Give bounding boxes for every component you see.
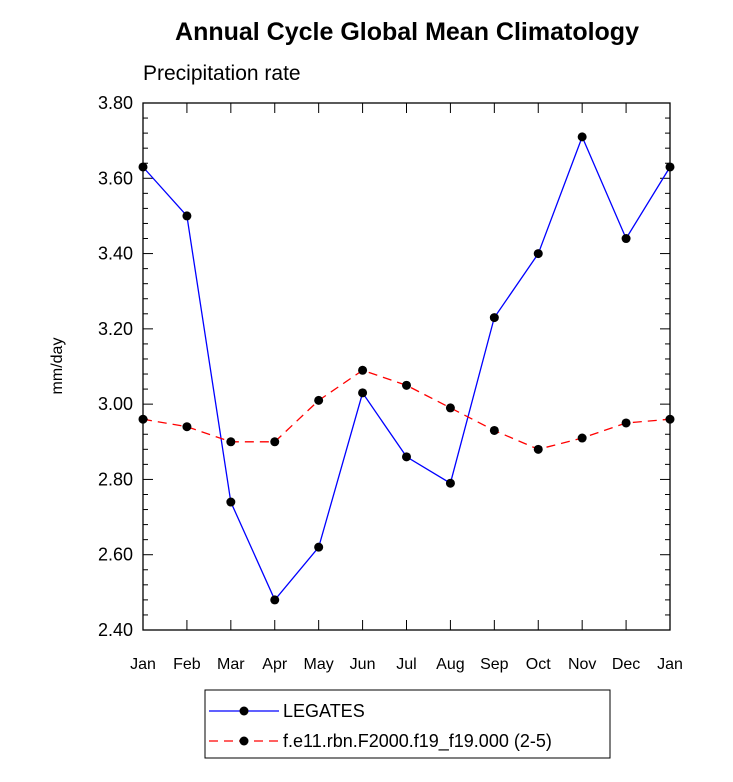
series-1-point <box>577 132 587 142</box>
legend-label-2: f.e11.rbn.F2000.f19_f19.000 (2-5) <box>283 731 552 752</box>
series-1-point <box>138 162 148 172</box>
series-1-point <box>402 452 411 462</box>
series-2-point <box>489 425 499 435</box>
series-1-point <box>533 249 543 259</box>
series-2-point <box>533 444 543 454</box>
legend-entry-1: LEGATES <box>209 701 365 721</box>
x-tick-label: May <box>304 656 334 673</box>
y-tick-label: 3.80 <box>98 93 133 113</box>
plot-frame <box>142 102 671 631</box>
series-1-point <box>665 162 675 172</box>
y-tick-label: 3.20 <box>98 319 133 339</box>
series-line-1 <box>142 135 671 602</box>
x-tick-label: Jan <box>130 656 156 673</box>
y-tick-label: 3.40 <box>98 244 133 264</box>
x-tick-label: Oct <box>526 656 551 673</box>
series-2-point <box>621 418 631 428</box>
y-tick-label: 3.60 <box>98 168 133 188</box>
series-1-point <box>489 313 499 323</box>
y-tick-label: 3.00 <box>98 394 133 414</box>
x-tick-label: Jun <box>350 656 376 673</box>
series-2-point <box>402 380 411 390</box>
x-tick-label: Feb <box>173 656 201 673</box>
series-2-point <box>445 403 455 413</box>
x-tick-label: Jan <box>657 656 683 673</box>
series-1-point <box>358 388 368 398</box>
series-1-point <box>182 211 192 221</box>
series-2-point <box>314 395 324 405</box>
series-2-point <box>358 365 368 375</box>
series-2-point <box>577 433 587 443</box>
series-1-point <box>270 595 280 605</box>
y-axis: 2.40 2.60 2.80 3.00 3.20 3.40 3.60 3.80 <box>98 93 670 640</box>
y-tick-label: 2.60 <box>98 545 133 565</box>
legend-marker-2 <box>239 736 249 746</box>
y-tick-label: 2.80 <box>98 469 133 489</box>
series-1-point <box>226 497 236 507</box>
y-tick-label: 2.40 <box>98 620 133 640</box>
legend-label-1: LEGATES <box>283 701 365 721</box>
series-1-point <box>621 234 631 244</box>
series-2-point <box>138 414 148 424</box>
legend-marker-1 <box>239 706 249 716</box>
x-tick-label: Jul <box>396 656 416 673</box>
series-1-point <box>445 478 455 488</box>
series-layer <box>138 132 675 605</box>
x-axis: Jan Feb Mar Apr May Jun Jul Aug Sep Oct Nov Dec Jan <box>130 103 683 673</box>
x-tick-label: Sep <box>480 656 509 673</box>
chart-title: Annual Cycle Global Mean Climatology <box>175 18 639 46</box>
y-axis-label: mm/day <box>49 338 66 395</box>
x-tick-label: Aug <box>436 656 464 673</box>
series-2-point <box>665 414 675 424</box>
x-tick-label: Mar <box>217 656 245 673</box>
series-2-point <box>182 422 192 432</box>
legend-entry-2: f.e11.rbn.F2000.f19_f19.000 (2-5) <box>209 731 552 752</box>
series-1-point <box>314 542 324 552</box>
x-tick-label: Dec <box>612 656 640 673</box>
x-tick-label: Apr <box>262 656 288 673</box>
legend: LEGATES f.e11.rbn.F2000.f19_f19.000 (2-5… <box>204 689 611 759</box>
chart-subtitle: Precipitation rate <box>143 62 301 85</box>
x-tick-label: Nov <box>568 656 596 673</box>
legend-box <box>204 689 611 759</box>
series-2-point <box>270 437 280 447</box>
series-2-point <box>226 437 236 447</box>
